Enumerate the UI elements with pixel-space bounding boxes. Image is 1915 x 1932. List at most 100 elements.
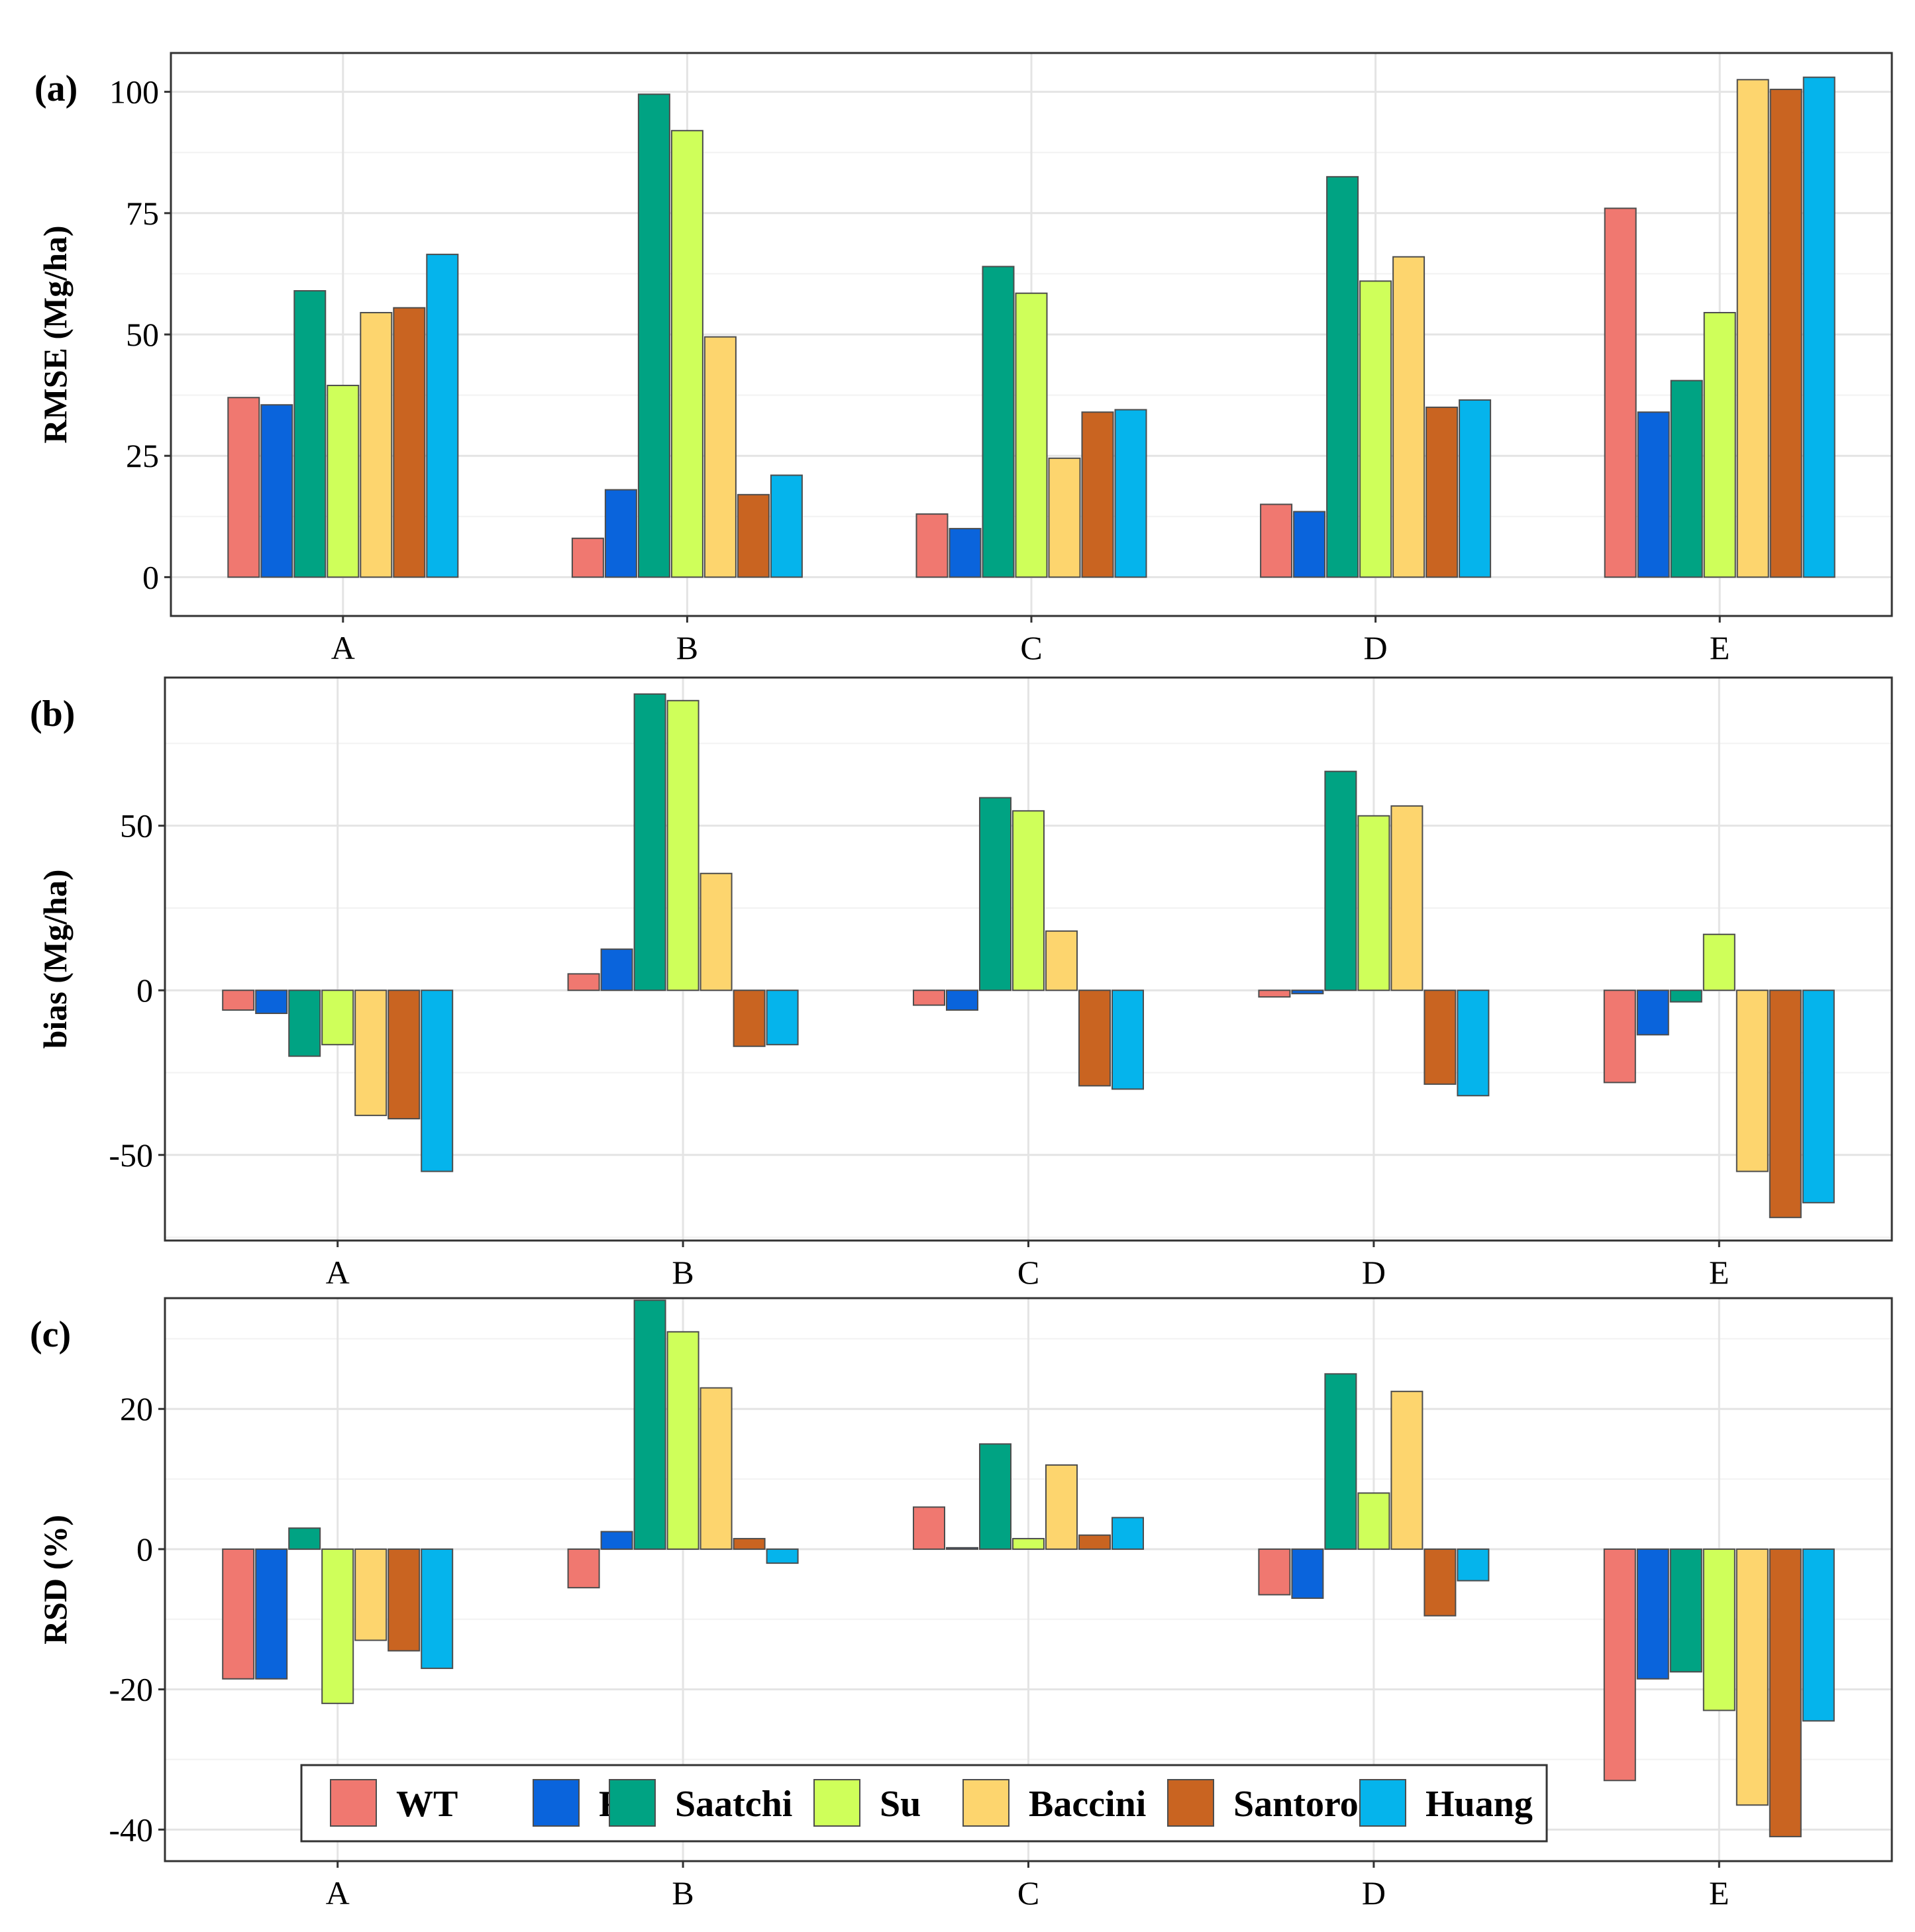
- bar-santoro-b: [733, 1538, 766, 1550]
- legend-swatch-huang: [1359, 1779, 1406, 1827]
- x-tick-label: A: [331, 629, 355, 666]
- bar-baccini-d: [1390, 1390, 1423, 1550]
- bar-baccini-b: [699, 1387, 733, 1550]
- x-tick-label: D: [1364, 629, 1388, 666]
- y-tick-label: 0: [142, 558, 159, 595]
- bar-huang-b: [770, 474, 803, 578]
- bar-wt-d: [1260, 503, 1293, 578]
- bar-rf-d: [1291, 1548, 1324, 1600]
- bar-baccini-e: [1735, 1548, 1769, 1806]
- bar-su-e: [1703, 312, 1736, 578]
- bar-saatchi-d: [1324, 1373, 1357, 1550]
- bar-saatchi-b: [637, 93, 670, 578]
- legend: WTRFSaatchiSuBacciniSantoroHuang: [300, 1764, 1548, 1843]
- bar-su-d: [1357, 1492, 1390, 1550]
- x-tick-label: E: [1709, 1254, 1730, 1291]
- bar-santoro-d: [1425, 406, 1459, 578]
- bar-baccini-a: [354, 990, 388, 1117]
- y-tick-label: 0: [136, 972, 153, 1009]
- bar-rf-c: [946, 990, 978, 1011]
- y-tick-label: 20: [120, 1390, 153, 1427]
- bar-su-a: [327, 384, 360, 578]
- x-tick-label: A: [326, 1874, 350, 1911]
- bar-su-e: [1702, 1548, 1735, 1711]
- bar-wt-c: [913, 990, 945, 1006]
- x-tick-label: B: [672, 1874, 694, 1911]
- bar-baccini-d: [1390, 805, 1423, 991]
- legend-label-santoro: Santoro: [1233, 1784, 1359, 1825]
- bar-rf-c: [946, 1547, 978, 1550]
- bar-santoro-a: [393, 307, 426, 578]
- legend-label-saatchi: Saatchi: [675, 1784, 792, 1825]
- bar-wt-a: [222, 990, 255, 1011]
- legend-swatch-su: [813, 1779, 860, 1827]
- y-tick-label: -50: [109, 1137, 153, 1174]
- legend-box: [300, 1764, 1548, 1843]
- bar-wt-c: [913, 1506, 945, 1550]
- legend-label-baccini: Baccini: [1029, 1784, 1146, 1825]
- bar-saatchi-e: [1669, 990, 1702, 1003]
- bar-su-c: [1012, 810, 1045, 991]
- bar-huang-a: [421, 990, 454, 1172]
- bar-baccini-c: [1045, 930, 1078, 991]
- y-tick-label: 75: [126, 195, 159, 232]
- panel-1: 0 25 50 75 100 A B C D E RMSE (Mg/ha) (a): [34, 52, 1893, 666]
- bar-baccini-c: [1045, 1464, 1078, 1550]
- bar-rf-a: [255, 990, 288, 1015]
- bar-wt-b: [567, 1548, 600, 1589]
- bar-santoro-e: [1769, 1548, 1802, 1837]
- bar-wt-b: [571, 537, 604, 578]
- bar-santoro-c: [1081, 411, 1114, 578]
- x-tick-label: B: [672, 1254, 694, 1291]
- bar-saatchi-a: [288, 1527, 321, 1550]
- y-tick-label: 0: [136, 1531, 153, 1568]
- bar-huang-b: [766, 1548, 799, 1564]
- bar-huang-c: [1114, 409, 1147, 578]
- legend-label-huang: Huang: [1425, 1784, 1533, 1825]
- bar-su-b: [666, 1331, 699, 1550]
- bar-rf-b: [600, 1531, 633, 1550]
- bar-santoro-c: [1078, 1534, 1111, 1550]
- legend-swatch-wt: [330, 1779, 377, 1827]
- bar-su-c: [1012, 1538, 1045, 1550]
- x-tick-label: E: [1710, 629, 1730, 666]
- panel-label: (c): [30, 1314, 71, 1355]
- y-tick-label: 25: [126, 437, 159, 474]
- bar-saatchi-c: [979, 797, 1011, 991]
- y-axis-title: bias (Mg/ha): [36, 870, 74, 1049]
- bar-huang-a: [421, 1548, 454, 1669]
- bar-rf-a: [260, 404, 293, 578]
- y-tick-label: -20: [109, 1671, 153, 1708]
- bar-su-b: [666, 699, 699, 991]
- bar-rf-b: [604, 489, 637, 578]
- bar-baccini-e: [1735, 990, 1769, 1172]
- bar-saatchi-b: [633, 693, 666, 991]
- legend-swatch-santoro: [1167, 1779, 1214, 1827]
- x-tick-label: E: [1709, 1874, 1730, 1911]
- bar-su-d: [1357, 815, 1390, 991]
- bar-rf-e: [1636, 1548, 1669, 1680]
- bar-huang-d: [1457, 1548, 1490, 1582]
- bar-rf-c: [949, 528, 982, 578]
- bar-su-e: [1702, 933, 1735, 991]
- bar-su-a: [321, 1548, 354, 1704]
- bar-huang-a: [426, 254, 459, 578]
- bar-huang-c: [1112, 990, 1144, 1090]
- bar-saatchi-a: [293, 290, 327, 578]
- bar-rf-d: [1291, 990, 1324, 995]
- y-tick-label: 100: [109, 74, 159, 111]
- bar-rf-a: [255, 1548, 288, 1680]
- y-tick-label: 50: [120, 807, 153, 844]
- bar-huang-d: [1457, 990, 1490, 1097]
- x-tick-label: C: [1017, 1874, 1039, 1911]
- bar-santoro-d: [1423, 1548, 1457, 1617]
- bar-saatchi-b: [633, 1299, 666, 1550]
- bar-rf-e: [1637, 411, 1670, 578]
- bar-baccini-b: [703, 336, 737, 578]
- bar-huang-d: [1459, 399, 1492, 578]
- bar-wt-d: [1258, 990, 1291, 998]
- bar-huang-e: [1802, 1548, 1835, 1722]
- bar-rf-e: [1636, 990, 1669, 1036]
- bar-santoro-b: [733, 990, 766, 1047]
- bar-saatchi-e: [1670, 380, 1703, 578]
